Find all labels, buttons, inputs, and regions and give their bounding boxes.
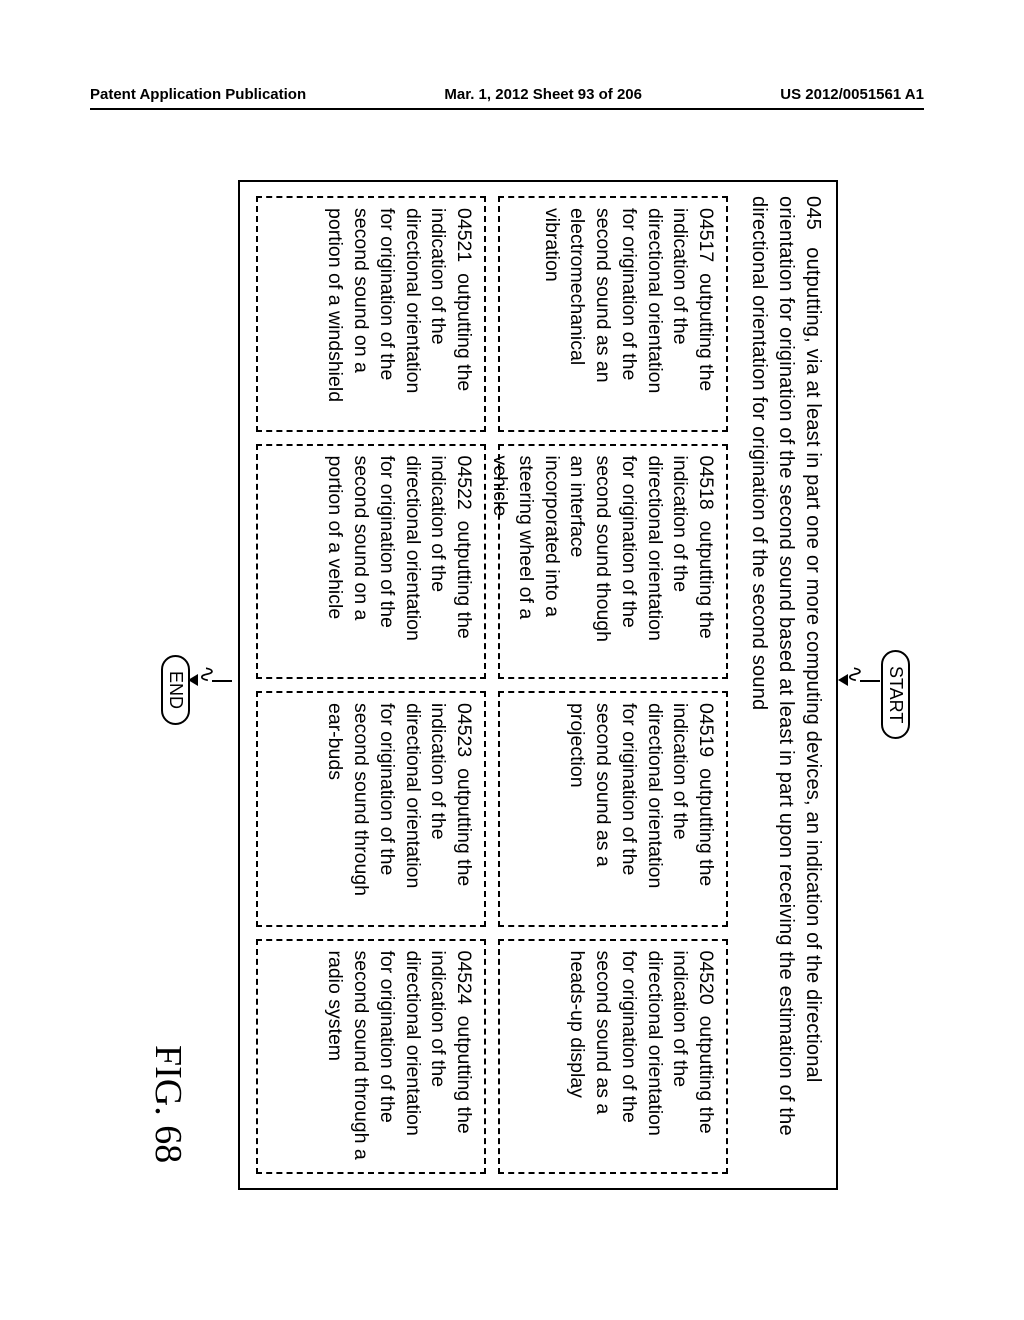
sub-step-num: 04519 — [695, 703, 717, 757]
sub-step-text: outputting the indication of the directi… — [541, 208, 717, 393]
sub-step-num: 04522 — [453, 456, 475, 510]
flowchart: START ∿ 045 outputting, via at least in … — [140, 180, 910, 1190]
main-step-num: 045 — [802, 196, 824, 230]
end-label: END — [166, 671, 186, 709]
arrowhead-icon — [838, 674, 848, 686]
page: Patent Application Publication Mar. 1, 2… — [0, 0, 1024, 1320]
sub-step: 04518 outputting the indication of the d… — [498, 444, 728, 680]
sub-step: 04524 outputting the indication of the d… — [256, 939, 486, 1175]
start-label: START — [886, 666, 906, 723]
sub-steps-grid: 04517 outputting the indication of the d… — [256, 196, 728, 1174]
sub-step-num: 04521 — [453, 208, 475, 262]
header-left: Patent Application Publication — [90, 86, 306, 103]
sub-step: 04520 outputting the indication of the d… — [498, 939, 728, 1175]
sub-step: 04522 outputting the indication of the d… — [256, 444, 486, 680]
main-step-box: 045 outputting, via at least in part one… — [238, 180, 838, 1190]
sub-step: 04523 outputting the indication of the d… — [256, 691, 486, 927]
figure-label: FIG. 68 — [146, 1045, 190, 1163]
sub-step: 04521 outputting the indication of the d… — [256, 196, 486, 432]
sub-step-num: 04517 — [695, 208, 717, 262]
sub-step: 04519 outputting the indication of the d… — [498, 691, 728, 927]
sub-step: 04517 outputting the indication of the d… — [498, 196, 728, 432]
end-terminator: END — [161, 655, 190, 725]
page-header: Patent Application Publication Mar. 1, 2… — [90, 86, 924, 103]
header-center: Mar. 1, 2012 Sheet 93 of 206 — [444, 86, 642, 103]
main-step-text: 045 outputting, via at least in part one… — [745, 196, 826, 1174]
sub-step-num: 04524 — [453, 951, 475, 1005]
sub-step-num: 04518 — [695, 456, 717, 510]
header-rule — [90, 108, 924, 110]
flowchart-frame: START ∿ 045 outputting, via at least in … — [20, 300, 1024, 1070]
main-step-body: outputting, via at least in part one or … — [748, 196, 824, 1136]
start-terminator: START — [881, 650, 910, 739]
sub-step-text: outputting the indication of the directi… — [489, 456, 717, 643]
sub-step-num: 04523 — [453, 703, 475, 757]
sub-step-num: 04520 — [695, 951, 717, 1005]
header-right: US 2012/0051561 A1 — [780, 86, 924, 103]
